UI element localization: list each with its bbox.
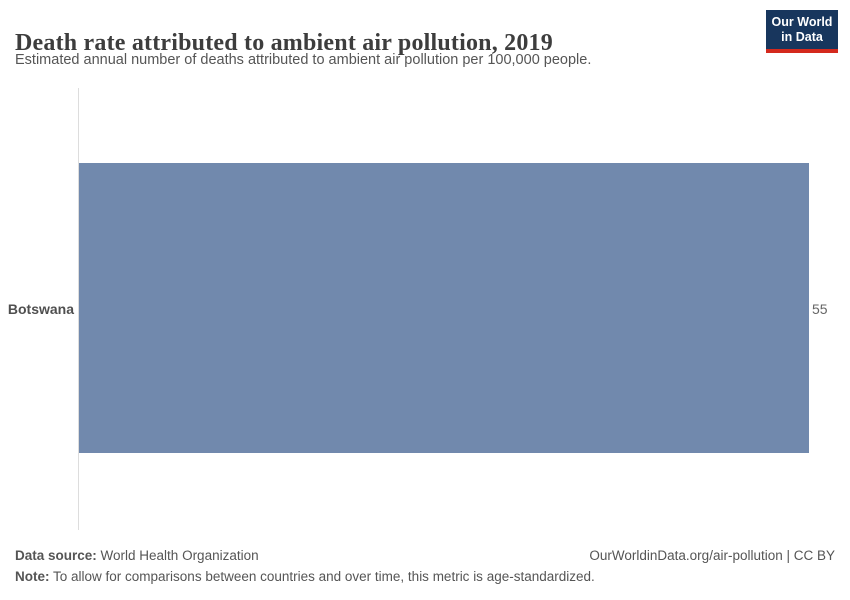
bar-botswana[interactable] — [79, 163, 809, 453]
chart-title: Death rate attributed to ambient air pol… — [15, 30, 553, 57]
y-axis-line — [78, 88, 79, 530]
owid-logo[interactable]: Our World in Data — [766, 10, 838, 53]
data-source-value: World Health Organization — [96, 548, 259, 563]
note-value: To allow for comparisons between countri… — [49, 569, 595, 584]
data-source-line: Data source: World Health Organization — [15, 548, 259, 563]
bar-value-label: 55 — [812, 301, 828, 317]
note-line: Note: To allow for comparisons between c… — [15, 569, 595, 584]
note-label: Note: — [15, 569, 50, 584]
owid-logo-line2: in Data — [781, 29, 823, 44]
data-source-label: Data source: — [15, 548, 97, 563]
citation-link[interactable]: OurWorldinData.org/air-pollution | CC BY — [589, 548, 835, 563]
entity-label-botswana: Botswana — [7, 301, 74, 317]
chart-subtitle: Estimated annual number of deaths attrib… — [15, 52, 592, 68]
owid-logo-line1: Our World — [771, 14, 833, 29]
